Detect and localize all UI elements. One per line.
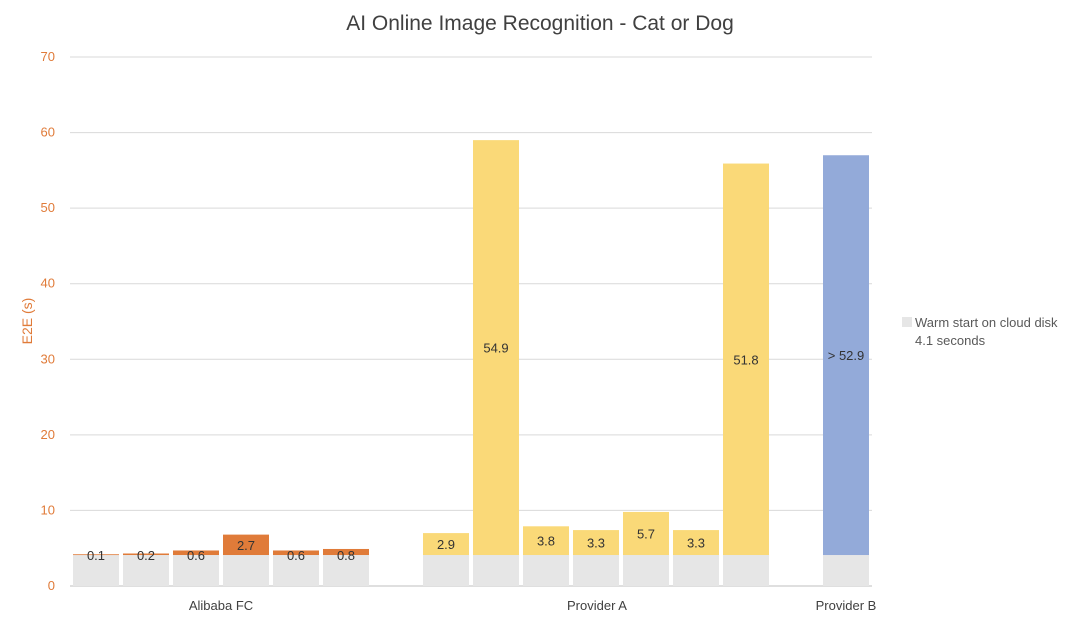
data-label: 2.7	[237, 538, 255, 553]
bar-base-segment	[723, 555, 769, 586]
bar-top-segment	[423, 533, 469, 556]
legend: Warm start on cloud disk 4.1 seconds	[902, 315, 1058, 348]
bar-base-segment	[623, 555, 669, 586]
y-tick-label: 20	[41, 427, 55, 442]
bar-top-segment	[623, 511, 669, 556]
data-labels: 0.1 0.2 0.6 2.7 0.6 0.8 2.9 54.9 3.8 3.3 5.7 3.3 51.…	[87, 341, 864, 563]
data-label: 0.8	[337, 548, 355, 563]
bar-top-segment	[473, 140, 519, 556]
category-label: Provider A	[567, 598, 627, 613]
bar-base-segment	[223, 555, 269, 586]
data-label: 51.8	[733, 352, 758, 367]
bar-top-segment	[223, 534, 269, 556]
bar-top-segment	[673, 530, 719, 556]
category-labels: Alibaba FC Provider A Provider B	[189, 598, 877, 613]
legend-detail-warm-start: 4.1 seconds	[915, 333, 986, 348]
y-tick-label: 60	[41, 125, 55, 140]
data-label: 5.7	[637, 526, 655, 541]
bar-top-segment	[273, 550, 319, 556]
data-label: 0.1	[87, 548, 105, 563]
grid	[70, 56, 872, 587]
bar-top-segment	[323, 548, 369, 556]
bar-base-segment	[673, 555, 719, 586]
bar-base-segment	[323, 555, 369, 586]
data-label: 0.6	[287, 548, 305, 563]
legend-label-warm-start: Warm start on cloud disk	[915, 315, 1058, 330]
bar-base-segment	[423, 555, 469, 586]
y-tick-label: 10	[41, 502, 55, 517]
bar-base-segment	[173, 555, 219, 586]
bar-top-segment	[73, 554, 119, 556]
y-axis-label: E2E (s)	[19, 298, 35, 345]
bar-base-segment	[73, 555, 119, 586]
bar-top-segment	[823, 155, 869, 556]
y-axis-ticks: 0 10 20 30 40 50 60 70	[41, 49, 55, 593]
category-label: Alibaba FC	[189, 598, 253, 613]
category-label: Provider B	[816, 598, 877, 613]
bar-base-segment	[123, 555, 169, 586]
y-tick-label: 40	[41, 276, 55, 291]
data-label: > 52.9	[828, 348, 865, 363]
y-tick-label: 70	[41, 49, 55, 64]
bar-base-segment	[573, 555, 619, 586]
bar-base-segment	[473, 555, 519, 586]
y-tick-label: 50	[41, 200, 55, 215]
y-tick-label: 30	[41, 351, 55, 366]
chart-title: AI Online Image Recognition - Cat or Dog	[346, 12, 734, 35]
data-label: 2.9	[437, 537, 455, 552]
data-label: 54.9	[483, 341, 508, 356]
bar-top-segment	[123, 553, 169, 556]
data-label: 3.8	[537, 534, 555, 549]
y-tick-label: 0	[48, 578, 55, 593]
bars	[73, 140, 869, 586]
bar-base-segment	[273, 555, 319, 586]
bar-base-segment	[523, 555, 569, 586]
data-label: 0.2	[137, 548, 155, 563]
data-label: 3.3	[687, 536, 705, 551]
bar-base-segment	[823, 555, 869, 586]
data-label: 0.6	[187, 548, 205, 563]
bar-top-segment	[173, 550, 219, 556]
data-label: 3.3	[587, 536, 605, 551]
bar-top-segment	[723, 163, 769, 556]
bar-top-segment	[573, 530, 619, 556]
legend-swatch-warm-start	[902, 317, 912, 327]
bar-top-segment	[523, 526, 569, 556]
